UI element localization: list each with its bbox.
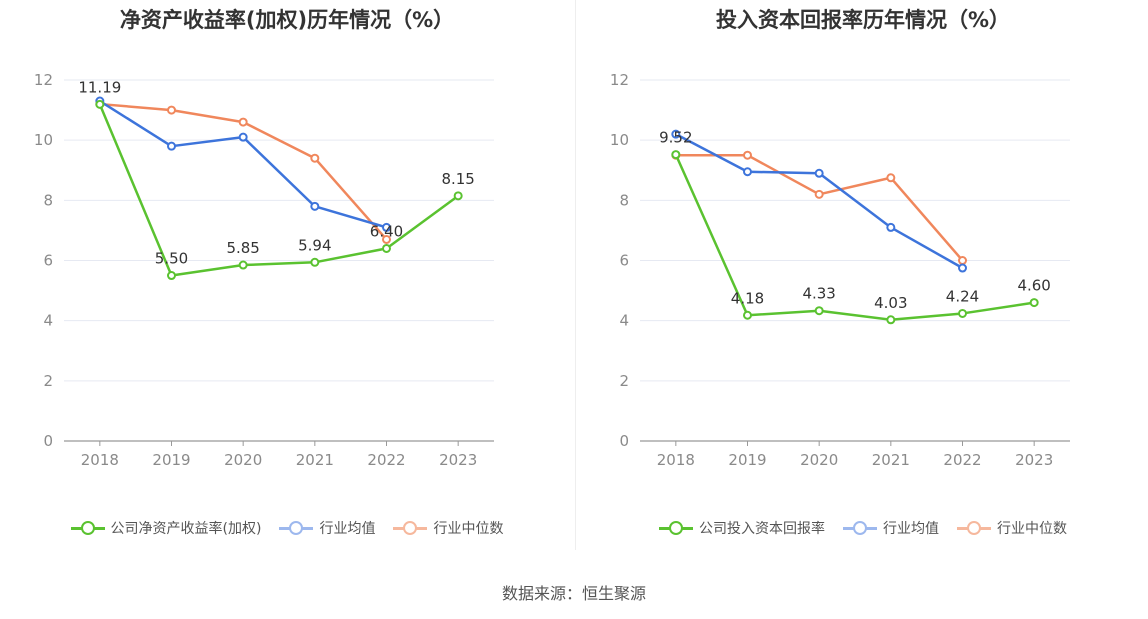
data-point: [743, 150, 752, 160]
x-tick-label: 2022: [943, 451, 981, 469]
data-point: [958, 263, 967, 273]
x-tick-label: 2021: [872, 451, 910, 469]
roic-chart-panel: 投入资本回报率历年情况（%） 0 2 4 6 8 10 12 2018 2019 2020 2021…: [576, 0, 1148, 560]
data-label: 11.19: [78, 78, 121, 96]
y-tick-label: 10: [610, 131, 629, 149]
y-tick-label: 2: [619, 372, 629, 390]
data-point: [814, 168, 824, 178]
data-point: [743, 310, 752, 320]
legend-marker-icon: [393, 521, 428, 535]
legend-marker-icon: [957, 521, 991, 535]
legend-marker-icon: [70, 521, 105, 535]
x-tick-label: 2020: [800, 451, 838, 469]
chart-legend: 公司投入资本回报率 行业均值 行业中位数: [576, 518, 1148, 538]
data-point: [167, 271, 176, 281]
legend-label: 行业均值: [319, 521, 376, 537]
data-label: 4.18: [731, 289, 764, 307]
roic-chart-plot: 0 2 4 6 8 10 12 2018 2019 2020 2021 2022 2023 9.52 4.1…: [610, 71, 1070, 469]
data-point: [1029, 298, 1039, 308]
x-tick-label: 2021: [296, 451, 334, 469]
data-point: [238, 117, 248, 127]
data-label: 5.85: [226, 239, 259, 257]
legend-marker-icon: [659, 521, 693, 535]
data-point: [310, 153, 320, 163]
data-label: 5.94: [298, 236, 331, 254]
data-point: [310, 257, 320, 267]
data-point: [382, 222, 391, 232]
x-tick-label: 2023: [439, 451, 477, 469]
data-point: [814, 189, 824, 199]
series-line: [98, 103, 459, 277]
y-tick-label: 4: [619, 312, 629, 330]
data-point: [95, 99, 105, 109]
data-point: [743, 167, 752, 177]
x-tick-label: 2018: [657, 451, 695, 469]
chart-legend: 公司净资产收益率(加权) 行业均值 行业中位数: [0, 518, 574, 538]
data-point: [886, 315, 896, 325]
data-point: [382, 243, 391, 253]
data-point: [238, 132, 248, 142]
data-label: 4.24: [946, 287, 979, 305]
legend-item-industry-median[interactable]: 行业中位数: [393, 518, 503, 538]
y-tick-label: 4: [43, 312, 53, 330]
data-source-note: 数据来源：恒生聚源: [501, 584, 646, 603]
x-tick-label: 2022: [367, 451, 405, 469]
series-line: [674, 154, 1035, 322]
data-point: [167, 105, 176, 115]
data-point: [310, 201, 320, 211]
data-label: 5.50: [155, 250, 188, 268]
panel-divider: [575, 0, 576, 550]
data-point: [453, 191, 463, 201]
roe-chart-plot: 0 2 4 6 8 10 12 2018 2019 2020 2021 2022 2023 11.19 5.…: [34, 71, 494, 469]
y-tick-label: 6: [43, 252, 53, 270]
data-point: [382, 234, 391, 244]
x-tick-label: 2020: [224, 451, 262, 469]
x-tick-label: 2019: [152, 451, 190, 469]
legend-marker-icon: [843, 521, 877, 535]
legend-marker-icon: [279, 521, 314, 535]
data-point: [886, 173, 896, 183]
x-tick-label: 2019: [728, 451, 766, 469]
data-point: [671, 129, 681, 139]
y-tick-label: 8: [619, 191, 629, 209]
data-point: [886, 222, 896, 232]
legend-item-industry-mean[interactable]: 行业均值: [279, 518, 375, 538]
legend-item-company-roic[interactable]: 公司投入资本回报率: [659, 518, 825, 538]
data-point: [958, 308, 967, 318]
data-label: 6.40: [370, 222, 403, 240]
roe-chart-panel: 净资产收益率(加权)历年情况（%） 0 2 4 6 8 10 12 2018 2019 2020 2…: [0, 0, 574, 560]
data-point: [238, 260, 248, 270]
data-label: 9.52: [659, 129, 692, 147]
data-label: 4.33: [802, 285, 835, 303]
y-tick-label: 10: [34, 131, 53, 149]
y-tick-label: 12: [610, 71, 629, 89]
legend-label: 公司净资产收益率(加权): [110, 521, 262, 537]
data-label: 4.03: [874, 294, 907, 312]
legend-item-company-roe[interactable]: 公司净资产收益率(加权): [70, 518, 262, 538]
legend-item-industry-mean[interactable]: 行业均值: [843, 518, 939, 538]
legend-label: 行业中位数: [433, 521, 504, 537]
data-label: 8.15: [441, 170, 474, 188]
y-tick-label: 0: [619, 432, 629, 450]
x-tick-label: 2023: [1015, 451, 1053, 469]
legend-item-industry-median[interactable]: 行业中位数: [957, 518, 1067, 538]
legend-label: 行业中位数: [997, 521, 1067, 537]
y-tick-label: 12: [34, 71, 53, 89]
data-label: 4.60: [1017, 277, 1050, 295]
data-point: [814, 306, 824, 316]
chart-title: 投入资本回报率历年情况（%）: [715, 8, 1011, 32]
y-tick-label: 6: [619, 252, 629, 270]
data-point: [958, 256, 967, 265]
y-tick-label: 0: [43, 432, 53, 450]
data-point: [167, 141, 176, 151]
legend-label: 行业均值: [883, 521, 939, 537]
data-point: [671, 150, 681, 160]
y-tick-label: 8: [43, 191, 53, 209]
legend-label: 公司投入资本回报率: [699, 521, 825, 537]
x-tick-label: 2018: [81, 451, 119, 469]
y-tick-label: 2: [43, 372, 53, 390]
chart-title: 净资产收益率(加权)历年情况（%）: [119, 8, 455, 32]
